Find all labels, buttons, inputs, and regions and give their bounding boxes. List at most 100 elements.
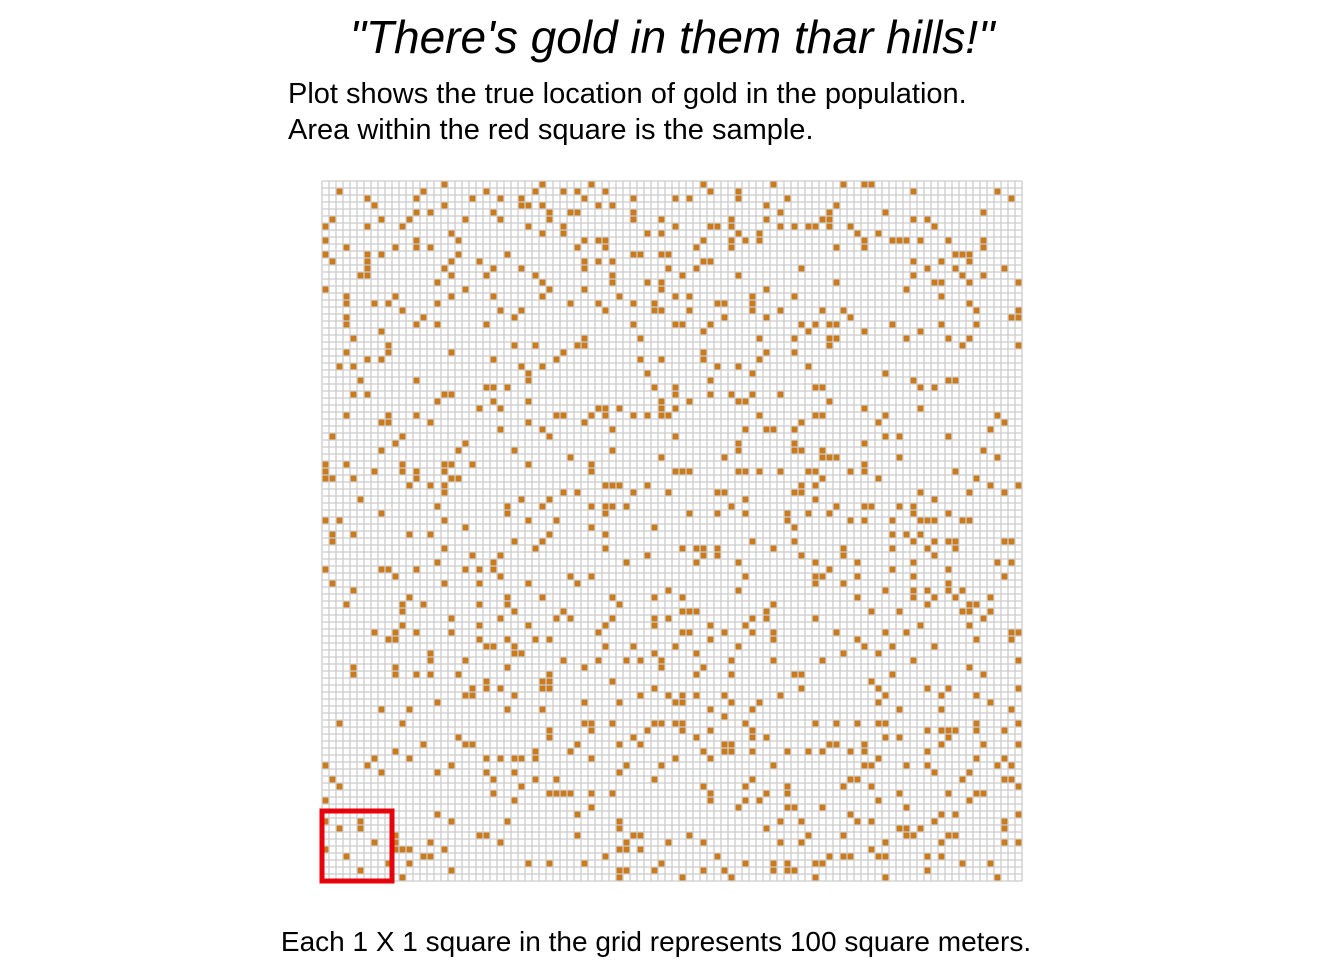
gold-cell	[511, 447, 518, 454]
gold-cell	[742, 622, 749, 629]
gold-cell	[651, 776, 658, 783]
gold-cell	[518, 265, 525, 272]
gold-cell	[959, 860, 966, 867]
gold-cell	[525, 622, 532, 629]
gold-cell	[707, 622, 714, 629]
gold-cell	[924, 853, 931, 860]
gold-cell	[875, 685, 882, 692]
gold-cell	[350, 335, 357, 342]
gold-cell	[1001, 818, 1008, 825]
gold-cell	[462, 440, 469, 447]
gold-cell	[770, 545, 777, 552]
gold-cell	[896, 825, 903, 832]
gold-cell	[966, 622, 973, 629]
gold-cell	[616, 293, 623, 300]
gold-cell	[609, 678, 616, 685]
gold-cell	[896, 433, 903, 440]
gold-cell	[483, 643, 490, 650]
gold-cell	[469, 552, 476, 559]
gold-cell	[924, 727, 931, 734]
gold-cell	[910, 510, 917, 517]
gold-cell	[574, 342, 581, 349]
gold-cell	[833, 202, 840, 209]
gold-cell	[637, 356, 644, 363]
gold-cell	[700, 237, 707, 244]
gold-cell	[595, 237, 602, 244]
gold-cell	[336, 188, 343, 195]
gold-cell	[392, 664, 399, 671]
gold-cell	[616, 601, 623, 608]
gold-cell	[896, 706, 903, 713]
gold-cell	[560, 223, 567, 230]
gold-cell	[896, 237, 903, 244]
gold-cell	[847, 776, 854, 783]
gold-cell	[567, 790, 574, 797]
gold-cell	[378, 419, 385, 426]
gold-cell	[399, 461, 406, 468]
gold-cell	[812, 321, 819, 328]
gold-cell	[644, 230, 651, 237]
gold-cell	[861, 244, 868, 251]
gold-cell	[826, 335, 833, 342]
gold-cell	[581, 342, 588, 349]
gold-cell	[966, 489, 973, 496]
gold-cell	[910, 258, 917, 265]
gold-cell	[448, 461, 455, 468]
gold-cell	[560, 489, 567, 496]
gold-cell	[952, 265, 959, 272]
gold-cell	[329, 531, 336, 538]
gold-cell	[518, 650, 525, 657]
gold-cell	[889, 531, 896, 538]
gold-cell	[819, 307, 826, 314]
gold-cell	[595, 300, 602, 307]
gold-cell	[448, 293, 455, 300]
gold-cell	[441, 181, 448, 188]
gold-cell	[665, 251, 672, 258]
gold-cell	[637, 335, 644, 342]
gold-cell	[812, 860, 819, 867]
gold-cell	[665, 489, 672, 496]
gold-cell	[875, 853, 882, 860]
gold-cell	[490, 643, 497, 650]
gold-cell	[602, 405, 609, 412]
gold-cell	[483, 685, 490, 692]
gold-cell	[602, 307, 609, 314]
gold-cell	[924, 545, 931, 552]
gold-cell	[861, 328, 868, 335]
gold-cell	[378, 447, 385, 454]
gold-cell	[357, 496, 364, 503]
gold-cell	[819, 447, 826, 454]
gold-cell	[441, 545, 448, 552]
gold-cell	[973, 601, 980, 608]
gold-cell	[1001, 776, 1008, 783]
gold-cell	[476, 601, 483, 608]
gold-cell	[581, 335, 588, 342]
gold-cell	[1008, 559, 1015, 566]
gold-cell	[791, 335, 798, 342]
gold-cell	[896, 734, 903, 741]
gold-cell	[959, 587, 966, 594]
gold-cell	[910, 832, 917, 839]
gold-cell	[483, 321, 490, 328]
gold-cell	[735, 643, 742, 650]
gold-cell	[658, 286, 665, 293]
gold-cell	[399, 433, 406, 440]
gold-cell	[980, 209, 987, 216]
gold-cell	[749, 748, 756, 755]
gold-cell	[553, 412, 560, 419]
gold-cell	[504, 503, 511, 510]
gold-cell	[826, 342, 833, 349]
gold-cell	[987, 482, 994, 489]
gold-cell	[819, 454, 826, 461]
gold-cell	[567, 615, 574, 622]
gold-cell	[658, 860, 665, 867]
gold-cell	[945, 685, 952, 692]
gold-cell	[567, 573, 574, 580]
gold-cell	[623, 867, 630, 874]
gold-cell	[945, 580, 952, 587]
gold-cell	[812, 468, 819, 475]
gold-cell	[427, 839, 434, 846]
gold-cell	[749, 370, 756, 377]
gold-cell	[546, 433, 553, 440]
gold-cell	[441, 265, 448, 272]
